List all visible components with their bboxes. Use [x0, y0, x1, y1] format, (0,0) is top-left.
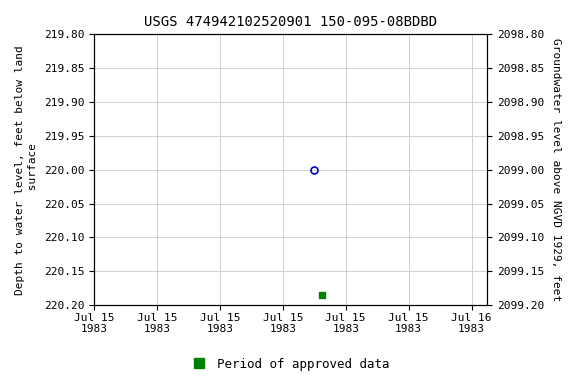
Legend: Period of approved data: Period of approved data: [181, 353, 395, 376]
Title: USGS 474942102520901 150-095-08BDBD: USGS 474942102520901 150-095-08BDBD: [144, 15, 437, 29]
Y-axis label: Groundwater level above NGVD 1929, feet: Groundwater level above NGVD 1929, feet: [551, 38, 561, 301]
Y-axis label: Depth to water level, feet below land
 surface: Depth to water level, feet below land su…: [15, 45, 38, 295]
